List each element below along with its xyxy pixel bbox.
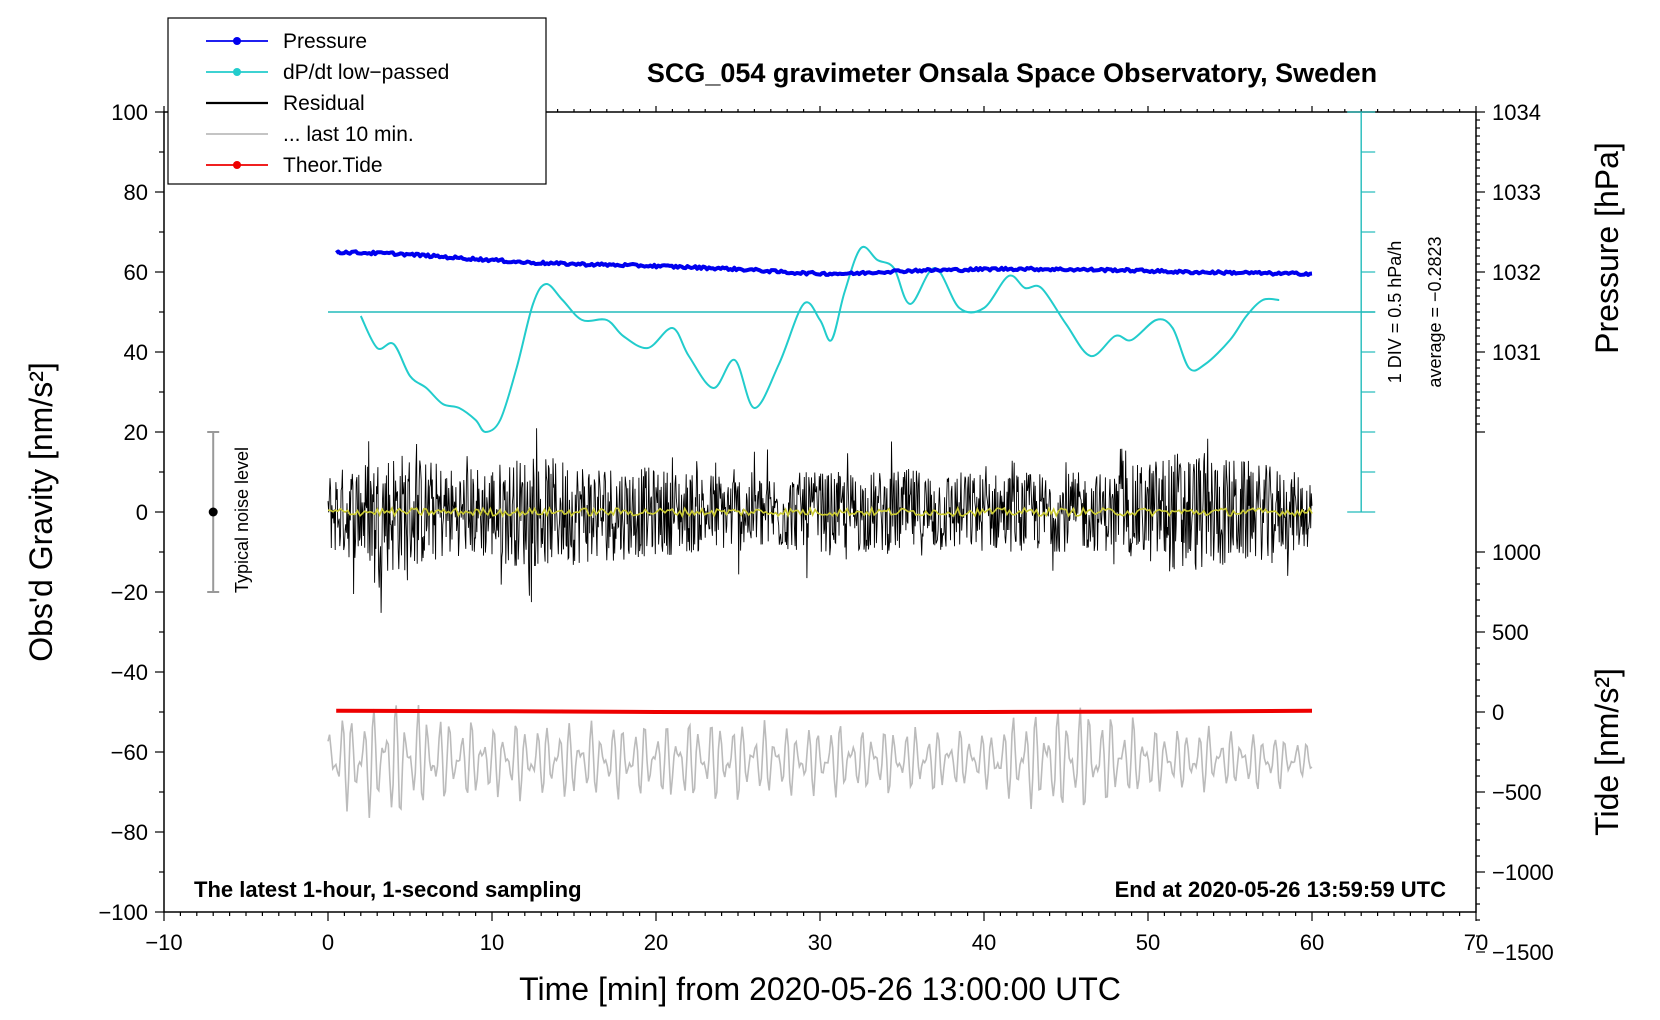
legend-label: Theor.Tide xyxy=(283,154,383,177)
noise-level: Typical noise level xyxy=(207,431,252,593)
pressure-tick-label: 1032 xyxy=(1492,260,1541,285)
y-tick-label: −60 xyxy=(111,740,148,765)
x-tick-label: 60 xyxy=(1300,930,1324,955)
tide-tick-label: −500 xyxy=(1492,780,1542,805)
y-tick-label: 0 xyxy=(136,500,148,525)
legend-swatch-marker xyxy=(233,68,241,76)
y-tick-label: 80 xyxy=(124,180,148,205)
series-dpdt xyxy=(359,245,1280,434)
legend-label: ... last 10 min. xyxy=(283,123,414,146)
dpdt-average-label: average = −0.2823 xyxy=(1425,236,1445,387)
y-tick-label: 60 xyxy=(124,260,148,285)
x-tick-label: −10 xyxy=(145,930,182,955)
pressure-axis-label: Pressure [hPa] xyxy=(1589,142,1625,354)
x-tick-label: 40 xyxy=(972,930,996,955)
pressure-tick-label: 1034 xyxy=(1492,100,1541,125)
x-axis-label: Time [min] from 2020-05-26 13:00:00 UTC xyxy=(519,971,1121,1007)
tide-tick-label: −1000 xyxy=(1492,860,1554,885)
footer-left: The latest 1-hour, 1-second sampling xyxy=(194,877,582,902)
tide-tick-label: −1500 xyxy=(1492,940,1554,965)
tide-axis: 1000 500 0 −500 −1000 −1500 xyxy=(1476,540,1554,965)
series-residual-line xyxy=(327,428,1313,613)
y-tick-label: −80 xyxy=(111,820,148,845)
tide-tick-label: 0 xyxy=(1492,700,1504,725)
series-last-10min xyxy=(327,704,1313,818)
y-tick-label: 100 xyxy=(111,100,148,125)
series-residual-smoothed xyxy=(327,505,1313,519)
series-dpdt-line xyxy=(359,245,1280,434)
x-tick-label: 50 xyxy=(1136,930,1160,955)
y-tick-label: −20 xyxy=(111,580,148,605)
legend-swatch-marker xyxy=(233,37,241,45)
y-axis-label: Obs'd Gravity [nm/s²] xyxy=(23,362,59,662)
footer-right: End at 2020-05-26 13:59:59 UTC xyxy=(1115,877,1446,902)
pressure-tick-label: 1033 xyxy=(1492,180,1541,205)
legend: Pressure dP/dt low−passed Residual ... last… xyxy=(167,17,547,185)
noise-label: Typical noise level xyxy=(232,447,252,593)
series-last-10min-line xyxy=(327,704,1313,818)
series-tide-line xyxy=(336,708,1313,715)
noise-center-dot xyxy=(208,507,218,517)
legend-box xyxy=(167,17,547,185)
x-tick-label: 0 xyxy=(322,930,334,955)
tide-axis-label: Tide [nm/s²] xyxy=(1589,668,1625,836)
pressure-axis: 1034 1033 1032 1031 xyxy=(1476,100,1541,433)
series-pressure-line xyxy=(335,249,1313,277)
x-tick-label: 20 xyxy=(644,930,668,955)
legend-label: Residual xyxy=(283,92,365,115)
series-residual-smoothed-line xyxy=(327,505,1313,519)
series-residual xyxy=(327,428,1313,613)
dpdt-scale-label: 1 DIV = 0.5 hPa/h xyxy=(1385,241,1405,384)
legend-swatch-marker xyxy=(233,161,241,169)
x-tick-label: 30 xyxy=(808,930,832,955)
y-tick-label: −40 xyxy=(111,660,148,685)
y-axis: 100 80 60 40 20 0 −20 −40 −60 −80 −100 xyxy=(98,100,164,925)
series-pressure xyxy=(335,249,1313,277)
chart-title: SCG_054 gravimeter Onsala Space Observat… xyxy=(647,58,1377,88)
legend-label: dP/dt low−passed xyxy=(283,61,449,84)
x-tick-label: 10 xyxy=(480,930,504,955)
y-tick-label: 40 xyxy=(124,340,148,365)
y-tick-label: 20 xyxy=(124,420,148,445)
series-tide xyxy=(336,708,1313,715)
pressure-tick-label: 1031 xyxy=(1492,340,1541,365)
tide-tick-label: 500 xyxy=(1492,620,1529,645)
legend-label: Pressure xyxy=(283,30,367,53)
x-tick-label: 70 xyxy=(1464,930,1488,955)
y-tick-label: −100 xyxy=(98,900,148,925)
dpdt-scale: 1 DIV = 0.5 hPa/h average = −0.2823 xyxy=(328,111,1445,513)
tide-tick-label: 1000 xyxy=(1492,540,1541,565)
